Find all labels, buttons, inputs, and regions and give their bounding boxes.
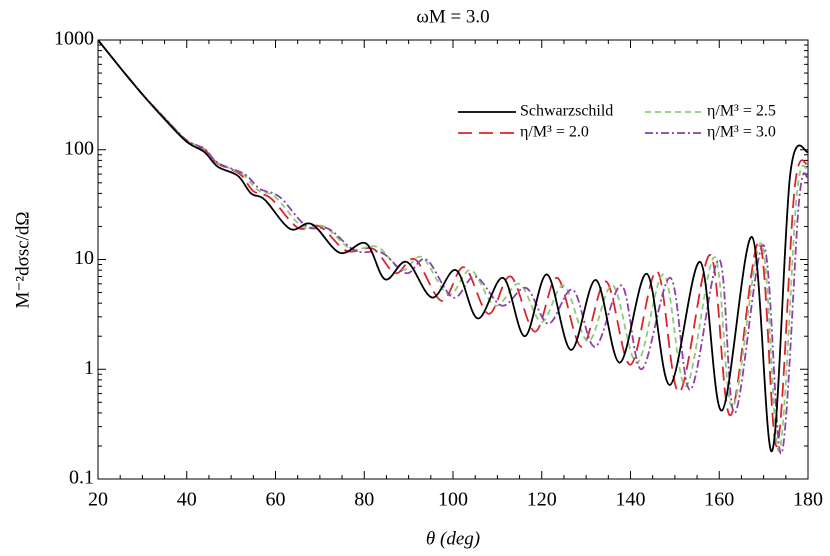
y-tick-label: 10 [74, 247, 94, 269]
x-tick-label: 120 [527, 489, 557, 511]
series-line [98, 40, 808, 452]
series-line [98, 40, 808, 447]
legend-label: η/M³ = 3.0 [707, 124, 776, 141]
y-tick-label: 0.1 [69, 467, 94, 489]
y-tick-label: 1 [84, 357, 94, 379]
plot-frame [97, 39, 809, 480]
series-line [98, 40, 808, 455]
x-tick-label: 160 [704, 489, 734, 511]
legend-label: η/M³ = 2.0 [520, 124, 589, 141]
x-tick-label: 100 [438, 489, 468, 511]
y-tick-label: 100 [64, 137, 94, 159]
y-tick-label: 1000 [54, 28, 94, 50]
x-tick-label: 80 [354, 489, 374, 511]
legend-label: Schwarzschild [520, 103, 613, 120]
x-tick-label: 180 [793, 489, 823, 511]
x-tick-label: 20 [88, 489, 108, 511]
series-line [98, 40, 808, 452]
x-tick-label: 40 [177, 489, 197, 511]
x-tick-label: 140 [616, 489, 646, 511]
legend-label: η/M³ = 2.5 [707, 103, 776, 120]
y-axis-label: M⁻²dσsc/dΩ [12, 211, 33, 308]
chart-title: ωM = 3.0 [416, 6, 489, 27]
x-axis-label: θ (deg) [426, 528, 480, 549]
x-tick-label: 60 [266, 489, 286, 511]
